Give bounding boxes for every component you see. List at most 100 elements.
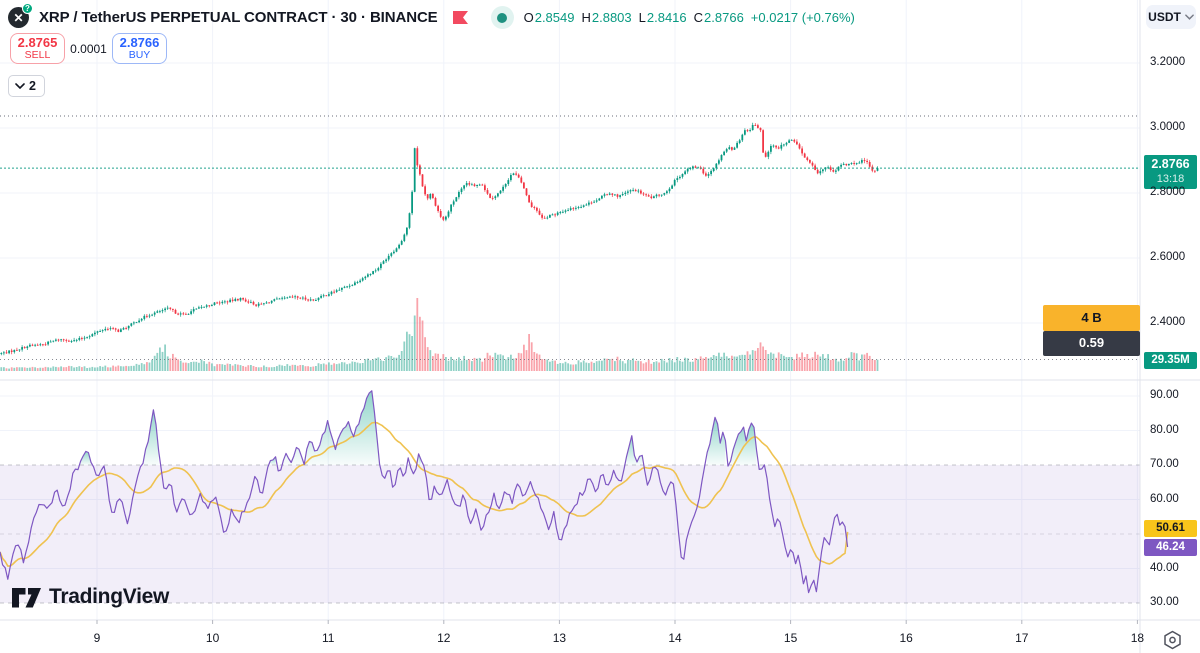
volume-bar <box>866 352 868 371</box>
volume-bar <box>166 356 169 371</box>
volume-bar <box>827 354 829 371</box>
xrp-logo-icon[interactable]: ✕ ? <box>8 3 33 28</box>
volume-bar <box>390 356 393 371</box>
volume-bar <box>447 360 450 371</box>
volume-bar <box>361 363 364 371</box>
volume-bar <box>395 357 398 371</box>
time-axis-label: 13 <box>552 631 567 645</box>
symbol-help-icon[interactable]: ? <box>22 3 33 14</box>
volume-bar <box>463 355 465 371</box>
rsi-band <box>0 465 1140 603</box>
volume-bar <box>182 362 185 371</box>
volume-bar <box>265 366 268 371</box>
market-status-icon[interactable] <box>490 6 514 29</box>
volume-bar <box>785 357 788 371</box>
volume-bar <box>676 357 679 371</box>
volume-bar <box>315 366 317 371</box>
symbol-header: ✕ ? XRP / TetherUS PERPETUAL CONTRACT · … <box>8 3 855 29</box>
candle-wicks-up <box>0 122 878 356</box>
close-value: 2.8766 <box>704 10 744 25</box>
volume-bar <box>317 363 320 371</box>
volume-bar <box>351 361 354 371</box>
currency-selector[interactable]: USDT <box>1146 5 1196 29</box>
volume-bar <box>845 358 848 371</box>
indicator-collapse-chip[interactable]: 2 <box>8 75 45 97</box>
volume-bar <box>169 358 172 371</box>
time-axis-label: 12 <box>437 631 451 645</box>
symbol-title[interactable]: XRP / TetherUS PERPETUAL CONTRACT · 30 ·… <box>39 9 438 26</box>
volume-bar <box>556 363 559 371</box>
volume-bar <box>192 361 195 371</box>
volume-bar <box>491 357 494 371</box>
volume-bar <box>44 366 47 371</box>
volume-bar <box>465 359 468 371</box>
volume-bar <box>832 359 835 371</box>
volume-bar <box>75 367 78 371</box>
volume-bar <box>237 364 239 371</box>
grid <box>0 0 1140 620</box>
volume-bar <box>224 364 226 371</box>
volume-bar <box>325 364 328 371</box>
volume-bar <box>577 360 580 371</box>
volume-bar <box>281 365 283 371</box>
volume-bar <box>348 363 351 371</box>
axis-settings-icon[interactable] <box>1159 628 1185 652</box>
volume-bar <box>718 352 720 371</box>
volume-bar <box>380 360 382 371</box>
volume-bar <box>621 361 624 371</box>
volume-bar <box>320 364 322 371</box>
volume-bar <box>816 354 819 371</box>
volume-bar <box>421 320 424 371</box>
volume-bar <box>203 361 205 371</box>
volume-bar <box>338 363 341 371</box>
volume-bar <box>377 357 380 371</box>
volume-bar <box>829 359 832 371</box>
volume-bar <box>783 355 785 371</box>
volume-bar <box>416 298 419 371</box>
volume-bar <box>634 360 637 371</box>
volume-bar <box>312 366 315 371</box>
volume-bar <box>346 364 348 371</box>
change-value: +0.0217 (+0.76%) <box>750 10 855 25</box>
rsi-overbought-fill <box>143 409 159 465</box>
volume-bar <box>744 354 746 371</box>
volume-bar <box>55 366 57 371</box>
volume-bar <box>221 364 224 371</box>
volume-bar <box>840 358 842 371</box>
candle-wicks-down <box>6 123 876 355</box>
flag-icon[interactable] <box>452 10 469 25</box>
xrp-glyph: ✕ <box>13 10 24 25</box>
rsi-value-badge: 46.24 <box>1144 539 1197 556</box>
buy-button[interactable]: 2.8766 BUY <box>112 33 167 64</box>
time-axis-label: 11 <box>321 631 335 645</box>
volume-bar <box>494 352 497 371</box>
volume-bar <box>439 358 442 371</box>
rsi-overbought-fill <box>283 390 380 465</box>
volume-bar <box>406 331 408 371</box>
volume-bar <box>432 356 434 371</box>
rsi-overbought-fill <box>730 423 757 465</box>
volume-bar <box>647 359 650 371</box>
volume-bar <box>13 367 16 371</box>
volume-bar <box>803 357 806 371</box>
volume-bar <box>156 352 159 371</box>
volume-bar <box>49 367 52 371</box>
volume-bar <box>159 347 161 371</box>
volume-bar <box>133 365 135 371</box>
last-price-time: 13:18 <box>1156 172 1185 185</box>
tradingview-logo[interactable]: TradingView <box>12 585 169 609</box>
volume-bar <box>580 362 582 371</box>
volume-bar <box>153 355 156 371</box>
volume-bar <box>759 342 762 371</box>
volume-bar <box>387 355 390 371</box>
volume-bar <box>5 368 8 371</box>
volume-bar <box>809 358 811 371</box>
volume-bar <box>572 364 575 371</box>
volume-bar <box>559 363 562 371</box>
sell-button[interactable]: 2.8765 SELL <box>10 33 65 64</box>
volume-bar <box>252 366 255 371</box>
volume-bar <box>34 367 36 371</box>
volume-bar <box>62 367 65 371</box>
